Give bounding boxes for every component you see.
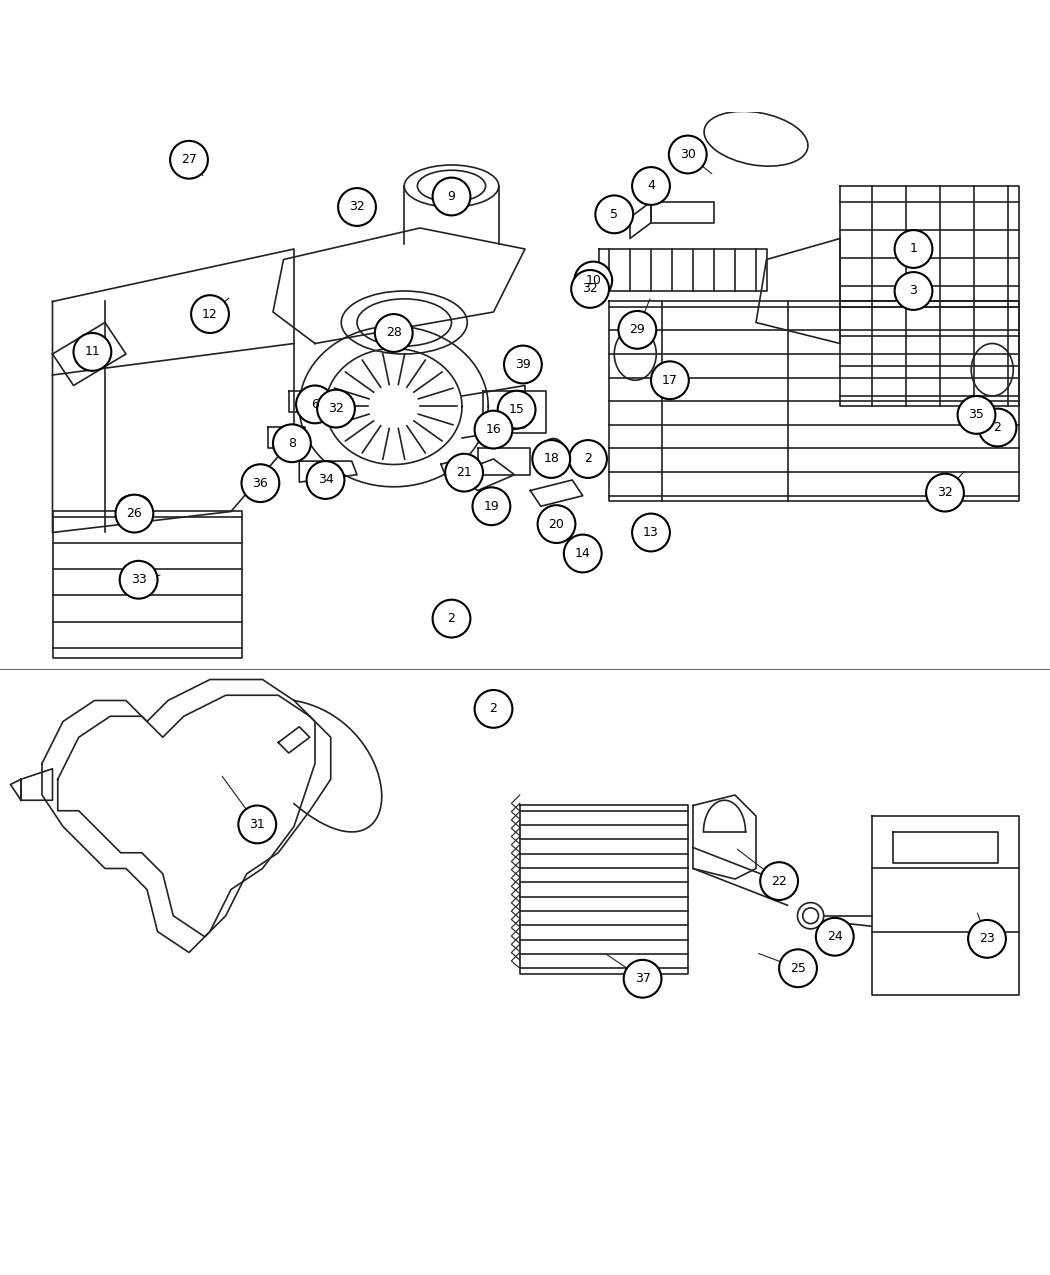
Circle shape <box>120 561 158 599</box>
Circle shape <box>170 140 208 178</box>
Text: 32: 32 <box>582 282 598 296</box>
Circle shape <box>569 440 607 478</box>
Circle shape <box>595 195 633 233</box>
Text: 37: 37 <box>634 973 651 986</box>
Text: 31: 31 <box>250 817 265 831</box>
Circle shape <box>116 495 153 533</box>
Circle shape <box>296 385 334 423</box>
Text: 20: 20 <box>548 518 565 530</box>
Circle shape <box>317 390 355 427</box>
Circle shape <box>571 270 609 307</box>
Text: 32: 32 <box>937 486 953 499</box>
Text: 12: 12 <box>202 307 218 320</box>
Circle shape <box>958 397 995 434</box>
Text: 32: 32 <box>328 402 344 416</box>
Text: 2: 2 <box>584 453 592 465</box>
Circle shape <box>624 960 662 997</box>
Text: 9: 9 <box>447 190 456 203</box>
Circle shape <box>651 361 689 399</box>
Text: 32: 32 <box>349 200 365 213</box>
Circle shape <box>433 177 470 215</box>
Text: 2: 2 <box>993 421 1002 434</box>
Text: 6: 6 <box>311 398 319 411</box>
Circle shape <box>273 425 311 462</box>
Text: 39: 39 <box>514 358 530 371</box>
Text: 33: 33 <box>130 574 146 586</box>
Circle shape <box>307 462 344 499</box>
Circle shape <box>191 296 229 333</box>
Text: 3: 3 <box>909 284 918 297</box>
Text: 2: 2 <box>489 703 498 715</box>
Circle shape <box>238 806 276 843</box>
Text: 4: 4 <box>647 180 655 193</box>
Circle shape <box>445 454 483 492</box>
Circle shape <box>895 272 932 310</box>
Circle shape <box>760 862 798 900</box>
Circle shape <box>968 921 1006 958</box>
Text: 1: 1 <box>909 242 918 255</box>
Text: 14: 14 <box>575 547 590 560</box>
Text: 34: 34 <box>317 473 334 487</box>
Circle shape <box>475 690 512 728</box>
Text: 18: 18 <box>543 453 560 465</box>
Text: 2: 2 <box>447 612 456 625</box>
Circle shape <box>618 311 656 349</box>
Text: 15: 15 <box>508 403 525 416</box>
Text: 13: 13 <box>643 527 659 539</box>
Circle shape <box>926 474 964 511</box>
Circle shape <box>532 440 570 478</box>
Text: 30: 30 <box>679 148 696 161</box>
Circle shape <box>242 464 279 502</box>
Text: 5: 5 <box>610 208 618 221</box>
Circle shape <box>338 189 376 226</box>
Text: 26: 26 <box>127 507 143 520</box>
Circle shape <box>375 314 413 352</box>
Text: 29: 29 <box>630 324 645 337</box>
Circle shape <box>779 950 817 987</box>
Text: 10: 10 <box>585 274 602 287</box>
Text: 27: 27 <box>181 153 197 166</box>
Text: 11: 11 <box>84 346 100 358</box>
Circle shape <box>504 346 542 384</box>
Circle shape <box>632 167 670 205</box>
Circle shape <box>564 534 602 572</box>
Circle shape <box>433 599 470 638</box>
Circle shape <box>74 333 111 371</box>
Circle shape <box>816 918 854 956</box>
Text: 17: 17 <box>662 374 678 386</box>
Circle shape <box>669 135 707 173</box>
Circle shape <box>498 390 536 428</box>
Text: 24: 24 <box>827 931 842 944</box>
Text: 36: 36 <box>252 477 269 490</box>
Circle shape <box>895 230 932 268</box>
Text: 22: 22 <box>771 875 788 887</box>
Text: 25: 25 <box>790 961 806 975</box>
Circle shape <box>574 261 612 300</box>
Text: 8: 8 <box>288 437 296 450</box>
Circle shape <box>472 487 510 525</box>
Circle shape <box>538 505 575 543</box>
Text: 28: 28 <box>385 326 402 339</box>
Circle shape <box>632 514 670 551</box>
Circle shape <box>979 408 1016 446</box>
Text: 16: 16 <box>485 423 502 436</box>
Text: 19: 19 <box>483 500 500 513</box>
Text: 35: 35 <box>968 408 985 422</box>
Circle shape <box>475 411 512 449</box>
Text: 21: 21 <box>456 467 472 479</box>
Text: 23: 23 <box>979 932 995 945</box>
